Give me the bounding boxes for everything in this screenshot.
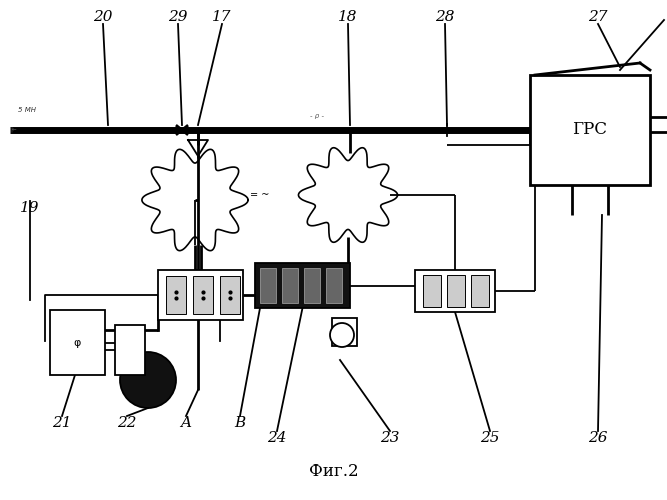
Text: 22: 22: [117, 416, 137, 430]
Text: B: B: [234, 416, 245, 430]
Text: 25: 25: [480, 431, 500, 445]
Bar: [255, 263, 350, 308]
Bar: [260, 268, 276, 303]
Text: |←: |←: [10, 126, 17, 132]
Bar: [282, 268, 298, 303]
Bar: [193, 276, 213, 314]
Bar: [332, 318, 357, 346]
Bar: [326, 268, 342, 303]
Text: 29: 29: [168, 10, 187, 24]
Bar: [447, 275, 465, 307]
Text: 28: 28: [436, 10, 455, 24]
Text: 19: 19: [20, 201, 40, 215]
Bar: [530, 75, 650, 185]
Bar: [471, 275, 489, 307]
Text: 18: 18: [338, 10, 358, 24]
Circle shape: [330, 323, 354, 347]
Text: 23: 23: [380, 431, 400, 445]
Text: 5 МН: 5 МН: [18, 107, 36, 113]
Text: - ρ -: - ρ -: [310, 113, 324, 119]
Bar: [220, 276, 240, 314]
Text: A: A: [181, 416, 191, 430]
Circle shape: [120, 352, 176, 408]
Bar: [423, 275, 441, 307]
Text: ГРС: ГРС: [572, 122, 608, 138]
Text: φ: φ: [74, 338, 81, 347]
Bar: [50, 310, 105, 375]
Text: 27: 27: [588, 10, 608, 24]
Text: 21: 21: [52, 416, 72, 430]
Text: 26: 26: [588, 431, 608, 445]
Bar: [166, 276, 186, 314]
Text: = ~: = ~: [250, 190, 269, 200]
Text: 17: 17: [212, 10, 231, 24]
Bar: [158, 270, 243, 320]
Text: 20: 20: [93, 10, 113, 24]
Bar: [115, 325, 145, 375]
Text: 24: 24: [267, 431, 287, 445]
Bar: [415, 270, 495, 312]
Bar: [304, 268, 320, 303]
Text: Фиг.2: Фиг.2: [309, 463, 358, 480]
